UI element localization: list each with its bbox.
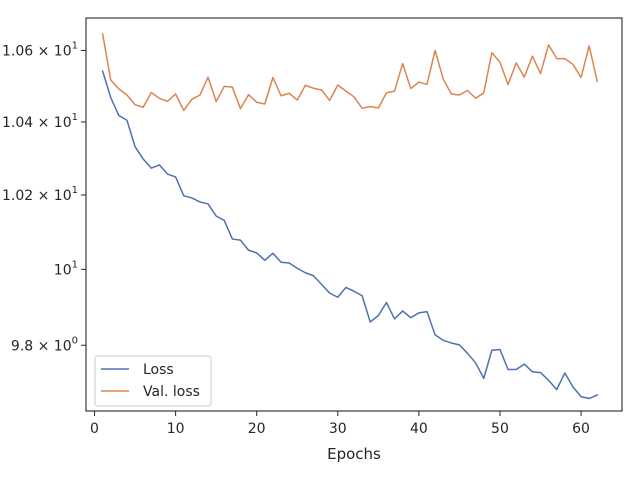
x-tick-label: 50 [491,421,509,437]
plot-area: 0 10 20 30 40 50 60 9.8 × 100 101 1.02 × 101 1.04 … [2,17,623,437]
y-tick-label: 1.02 × 101 [2,185,78,204]
legend-label-loss: Loss [143,362,174,378]
y-tick-label: 101 [54,259,78,278]
y-tick-label: 1.04 × 101 [2,112,78,131]
x-tick-label: 10 [167,421,185,437]
x-tick-label: 30 [329,421,347,437]
x-tick-label: 60 [572,421,590,437]
x-tick-label: 20 [248,421,266,437]
x-tick-label: 0 [90,421,99,437]
x-tick-label: 40 [410,421,428,437]
y-tick-label: 1.06 × 101 [2,40,78,59]
x-axis-label: Epochs [327,445,381,463]
y-tick-label: 9.8 × 100 [11,335,78,354]
legend-label-val-loss: Val. loss [143,384,200,400]
axes-frame [85,17,623,412]
series-line-val-loss [101,32,599,112]
legend: Loss Val. loss [94,355,212,407]
series-line-loss [101,70,599,400]
